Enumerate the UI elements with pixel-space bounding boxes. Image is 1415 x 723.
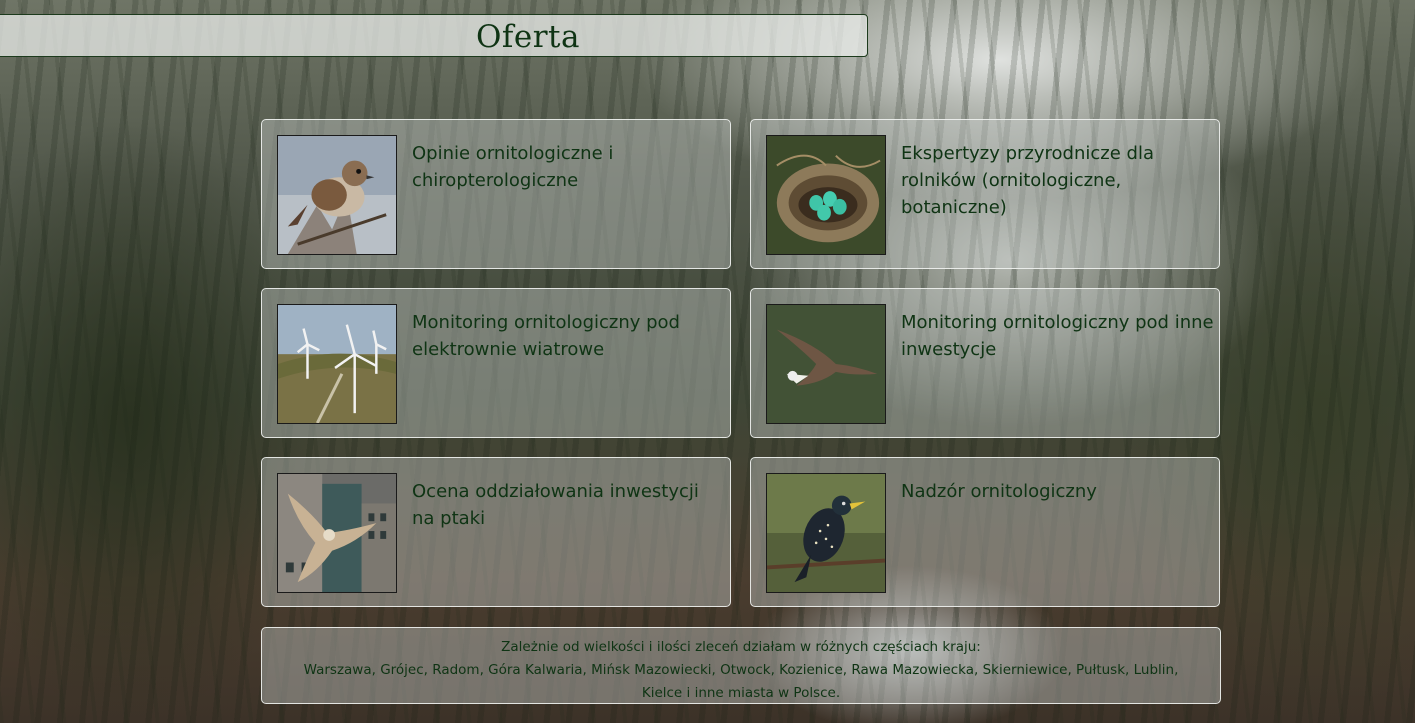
offer-card-impact-assessment[interactable]: Ocena oddziałowania inwestycji na ptaki [261, 457, 731, 607]
offer-label: Ekspertyzy przyrodnicze dla rolników (or… [901, 143, 1154, 218]
offer-label: Ocena oddziałowania inwestycji na ptaki [412, 481, 699, 529]
offer-label: Nadzór ornitologiczny [901, 481, 1097, 502]
service-area-intro: Zależnie od wielkości i ilości zleceń dz… [501, 639, 981, 655]
bird-nest-eggs-photo-icon [766, 135, 886, 255]
service-area-cities-end: Kielce i inne miasta w Polsce. [641, 685, 841, 701]
eagle-flying-photo-icon [766, 304, 886, 424]
offer-label: Monitoring ornitologiczny pod elektrowni… [412, 312, 680, 360]
offer-card-investment-monitoring[interactable]: Monitoring ornitologiczny pod inne inwes… [750, 288, 1220, 438]
title-bar [0, 14, 868, 57]
service-area-cities: Warszawa, Grójec, Radom, Góra Kalwaria, … [303, 662, 1179, 678]
offer-label: Monitoring ornitologiczny pod inne inwes… [901, 312, 1214, 360]
offer-card-supervision[interactable]: Nadzór ornitologiczny [750, 457, 1220, 607]
offer-card-opinions[interactable]: Opinie ornitologiczne i chiropterologicz… [261, 119, 731, 269]
sparrow-photo-icon [277, 135, 397, 255]
offer-card-wind-monitoring[interactable]: Monitoring ornitologiczny pod elektrowni… [261, 288, 731, 438]
gull-city-photo-icon [277, 473, 397, 593]
offer-card-expertise[interactable]: Ekspertyzy przyrodnicze dla rolników (or… [750, 119, 1220, 269]
offer-label: Opinie ornitologiczne i chiropterologicz… [412, 143, 614, 191]
service-area-box: Zależnie od wielkości i ilości zleceń dz… [261, 627, 1221, 704]
wind-turbines-photo-icon [277, 304, 397, 424]
starling-photo-icon [766, 473, 886, 593]
page-title: Oferta [476, 19, 580, 55]
